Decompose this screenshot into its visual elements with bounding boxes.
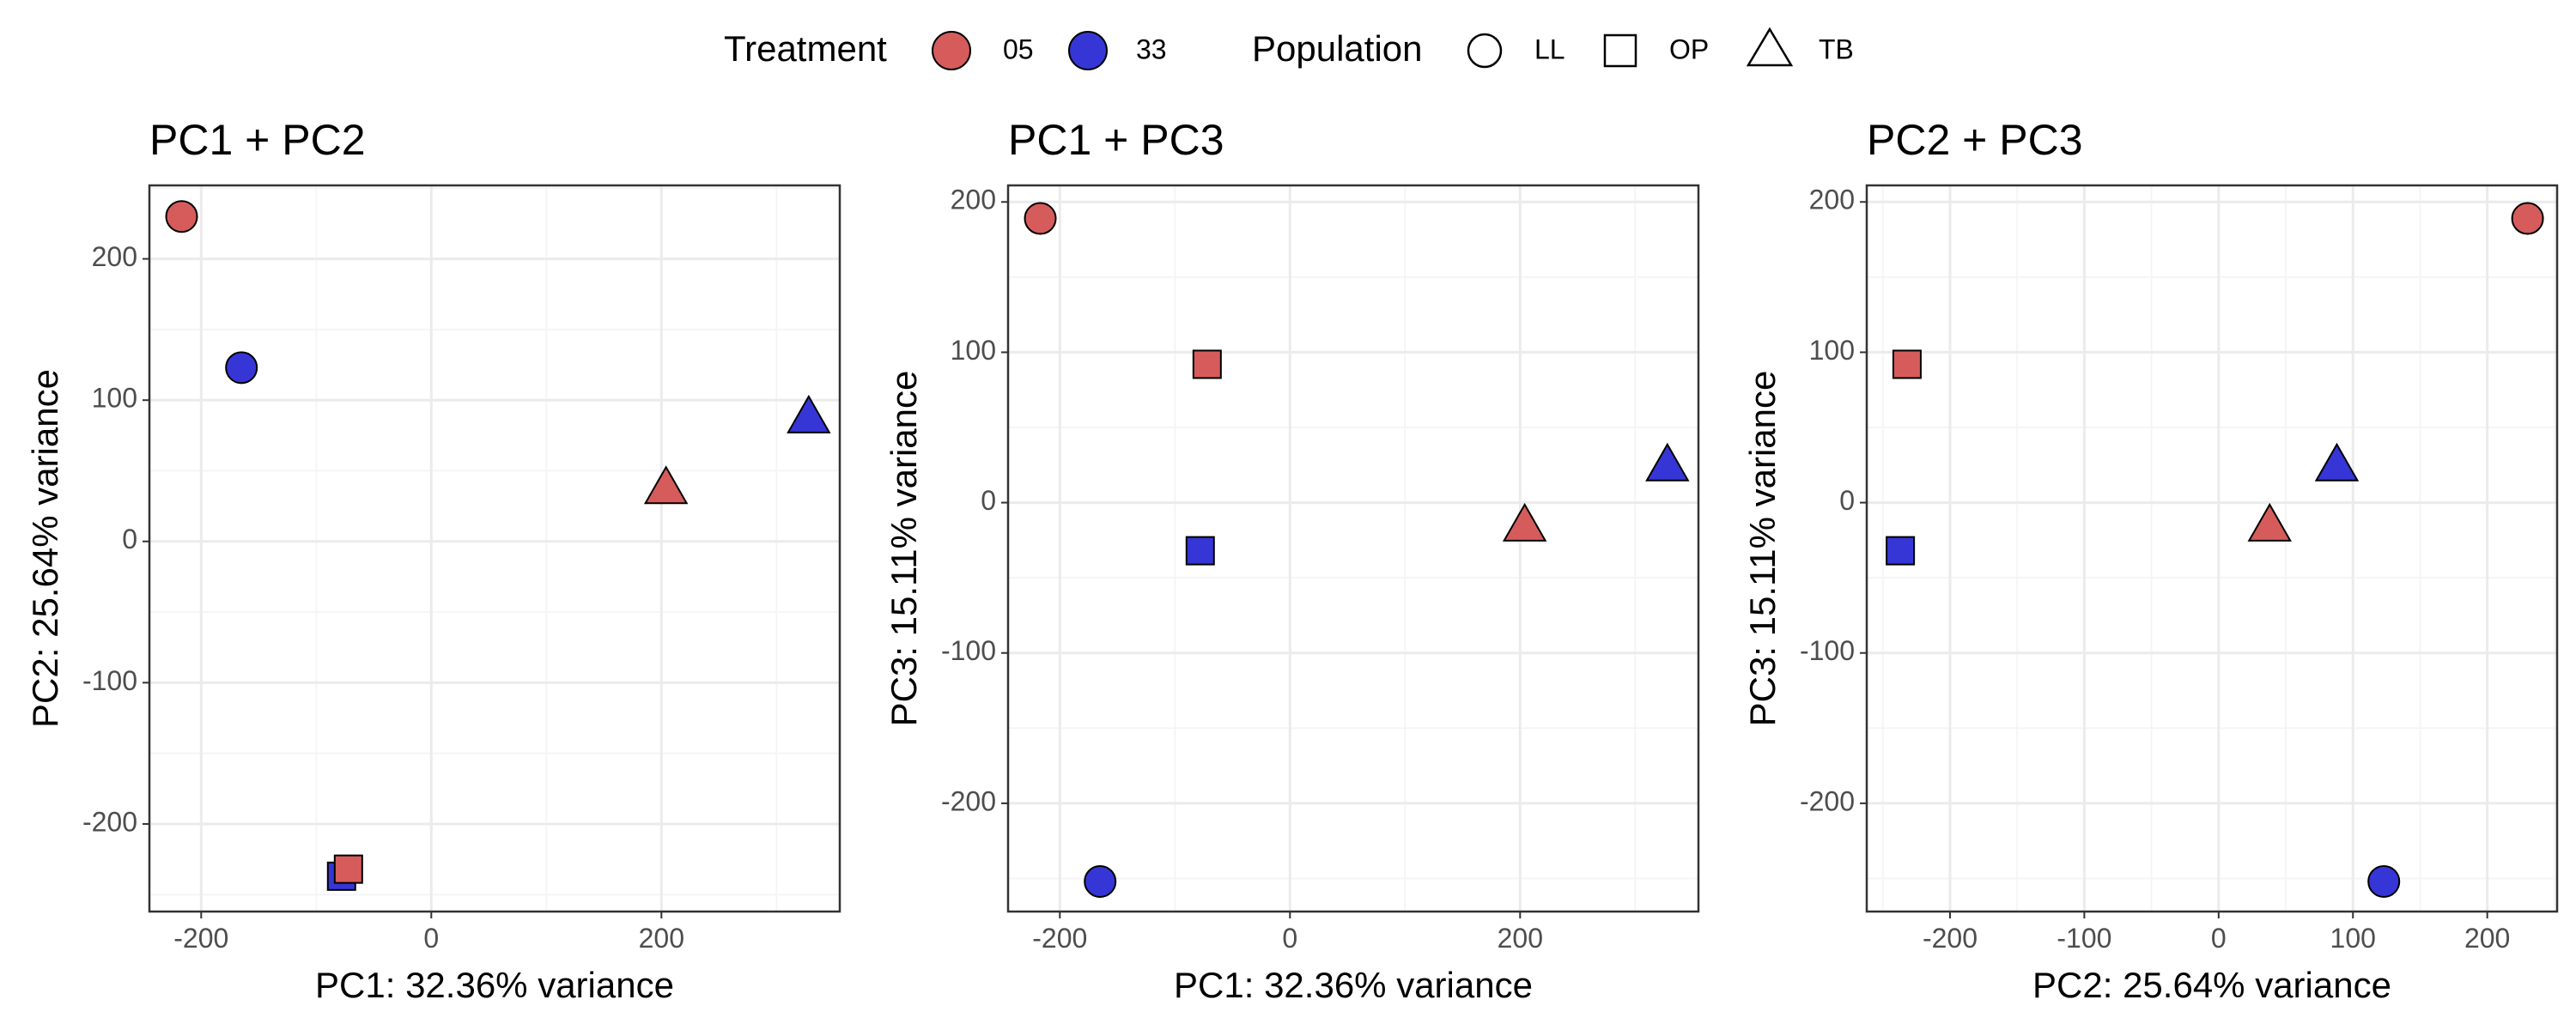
legend-population-ll-swatch: [1467, 33, 1503, 69]
point-05-ll: [165, 200, 198, 233]
point-05-tb: [643, 465, 689, 505]
legend-population-tb-label: TB: [1819, 33, 1854, 64]
y-tick-label: -200: [941, 785, 996, 816]
x-tick-label: 0: [2211, 923, 2227, 954]
x-tick-label: 200: [1498, 923, 1543, 954]
legend-population-tb-swatch: [1746, 27, 1794, 67]
plot-background: [149, 185, 840, 912]
point-05-op: [333, 854, 363, 884]
legend-population-title: Population: [1252, 28, 1423, 69]
y-tick-label: -100: [941, 635, 996, 666]
y-tick-label: -100: [1800, 635, 1855, 666]
panel-pc1-pc2: -200 0 200 200 100 0 -100 -200 PC1 + PC2 PC1: 32.…: [25, 116, 841, 1005]
y-tick-label: 100: [951, 335, 996, 366]
point-05-tb: [1502, 502, 1547, 542]
legend-treatment-33-swatch: [1068, 31, 1108, 70]
y-tick-label: 200: [951, 185, 996, 215]
plot-border: [148, 184, 841, 913]
point-05-tb: [2247, 502, 2292, 542]
point-33-ll: [1084, 864, 1117, 898]
x-tick-label: 0: [423, 923, 439, 954]
x-tick-label: 100: [2330, 923, 2376, 954]
plot-border: [1006, 184, 1700, 913]
x-tick-label: -200: [1032, 923, 1087, 954]
x-axis-title: PC1: 32.36% variance: [1174, 965, 1533, 1005]
legend-population-ll-label: LL: [1534, 33, 1565, 64]
x-tick-label: 0: [1282, 923, 1297, 954]
x-tick-label: -100: [2057, 923, 2111, 954]
x-axis-title: PC1: 32.36% variance: [315, 965, 674, 1005]
x-tick-label: 200: [639, 923, 684, 954]
panel-title: PC2 + PC3: [1867, 116, 2083, 164]
plot-background: [1008, 185, 1698, 912]
x-tick-label: -200: [173, 923, 228, 954]
point-05-op: [1192, 349, 1222, 379]
panel-title: PC1 + PC3: [1008, 116, 1224, 164]
y-tick-label: 100: [1809, 335, 1855, 366]
point-33-tb: [787, 394, 831, 433]
point-33-op: [1886, 536, 1916, 566]
plot-border: [1865, 184, 2559, 913]
point-05-ll: [2511, 202, 2544, 235]
legend-population-op-swatch: [1603, 33, 1637, 68]
panel-title: PC1 + PC2: [149, 116, 366, 164]
y-tick-label: 100: [92, 383, 137, 414]
y-tick-label: 200: [92, 241, 137, 272]
panel-pc2-pc3: -200 -100 0 100 200 200 100 0 -100 -200 PC2 + PC3 P…: [1742, 116, 2559, 1005]
y-tick-label: 0: [1839, 485, 1855, 516]
panel-pc1-pc3: -200 0 200 200 100 0 -100 -200 PC1 + PC3 PC1: 32.…: [884, 116, 1700, 1005]
point-33-ll: [225, 351, 258, 385]
y-tick-label: -100: [82, 665, 137, 696]
legend-treatment-33-label: 33: [1136, 33, 1167, 64]
y-axis-title: PC3: 15.11% variance: [1742, 371, 1783, 727]
point-33-op: [1185, 536, 1215, 566]
point-05-ll: [1024, 202, 1057, 235]
point-33-tb: [1645, 442, 1690, 482]
point-33-ll: [2367, 864, 2401, 898]
y-axis-title: PC2: 25.64% variance: [25, 369, 65, 728]
y-tick-label: 200: [1809, 185, 1855, 215]
legend-treatment-05-label: 05: [1003, 33, 1034, 64]
y-tick-label: 0: [981, 485, 996, 516]
legend: Treatment 05 33 Population LL OP TB: [724, 27, 1854, 70]
x-tick-label: 200: [2464, 923, 2510, 954]
x-tick-label: -200: [1923, 923, 1978, 954]
legend-population-op-label: OP: [1669, 33, 1709, 64]
point-05-op: [1892, 349, 1922, 379]
y-axis-title: PC3: 15.11% variance: [884, 371, 924, 727]
y-tick-label: -200: [1800, 785, 1855, 816]
plot-background: [1867, 185, 2557, 912]
point-33-tb: [2314, 442, 2360, 482]
legend-treatment-05-swatch: [932, 31, 971, 70]
y-tick-label: 0: [122, 524, 137, 554]
y-tick-label: -200: [82, 806, 137, 837]
x-axis-title: PC2: 25.64% variance: [2032, 965, 2391, 1005]
legend-treatment-title: Treatment: [724, 28, 887, 69]
